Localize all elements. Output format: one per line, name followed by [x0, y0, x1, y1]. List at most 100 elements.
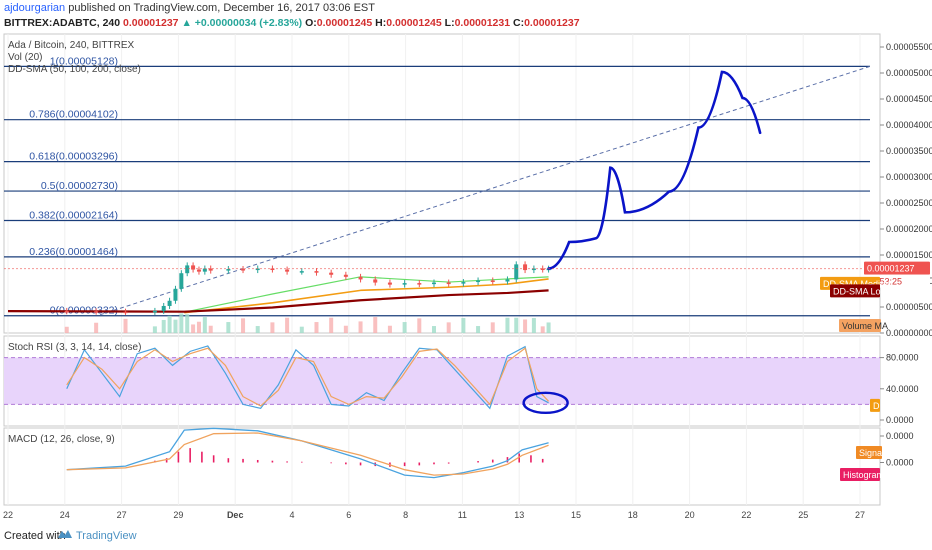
volume-bar [173, 319, 178, 333]
volume-bar [505, 317, 510, 333]
candle-body[interactable] [255, 268, 260, 271]
macd-line[interactable] [66, 427, 549, 479]
candle-body[interactable] [208, 268, 213, 271]
candle-body[interactable] [387, 282, 392, 285]
candle-body[interactable] [152, 310, 157, 313]
sma-long-line[interactable] [7, 289, 549, 313]
fib-level-label: 0.5(0.00002730) [41, 180, 118, 192]
symbol-name: BITTREX:ADABTC, 240 [4, 17, 121, 29]
tradingview-logo-icon[interactable] [57, 528, 73, 540]
candle-body[interactable] [446, 282, 451, 285]
candle-body[interactable] [94, 311, 99, 313]
main-pane[interactable] [3, 33, 881, 334]
candle-body[interactable] [402, 283, 407, 285]
signal-tag [856, 446, 882, 459]
candle-body[interactable] [167, 300, 172, 306]
drawn-circle[interactable] [522, 391, 569, 415]
sma-long-tag-text: DD-SMA Long [833, 286, 891, 296]
created-with-label: Created with [4, 530, 66, 542]
volume-bar [373, 317, 378, 333]
price-axis-label: 0.00004000 [886, 120, 932, 130]
candle-body[interactable] [179, 273, 184, 289]
main-legend-line: DD-SMA (50, 100, 200, close) [8, 64, 141, 75]
time-axis-label: 15 [571, 510, 581, 520]
candle-body[interactable] [373, 279, 378, 283]
volume-ma-tag [839, 319, 881, 332]
time-axis-label: Dec [227, 510, 244, 520]
candle-body[interactable] [270, 268, 275, 271]
sma-medium-line[interactable] [184, 278, 549, 314]
time-axis-label: 13 [514, 510, 524, 520]
volume-bar [208, 325, 213, 333]
time-axis-label: 6 [346, 510, 351, 520]
stoch-d-line[interactable] [66, 347, 550, 407]
candle-body[interactable] [191, 265, 196, 270]
candle-body[interactable] [314, 271, 319, 273]
candle-body[interactable] [531, 268, 536, 271]
candle-body[interactable] [343, 274, 348, 277]
candle-body[interactable] [461, 282, 466, 284]
candle-body[interactable] [226, 269, 231, 271]
price-axis-label: 0.00003500 [886, 146, 932, 156]
tradingview-brand[interactable]: TradingView [76, 530, 137, 542]
macd-axis-label: 0.0000 [886, 431, 914, 441]
macd-pane[interactable] [3, 427, 881, 506]
last-price-tag [864, 261, 930, 275]
candle-body[interactable] [299, 271, 304, 273]
fib-level-label: 0.236(0.00001464) [29, 246, 118, 258]
candle-body[interactable] [523, 264, 528, 271]
time-axis-label: 18 [628, 510, 638, 520]
candle-body[interactable] [514, 264, 519, 280]
fib-level-label: 0.382(0.00002164) [29, 209, 118, 221]
candle-body[interactable] [490, 280, 495, 282]
stoch-k-line[interactable] [66, 345, 549, 410]
time-axis-label: 29 [173, 510, 183, 520]
high-value: 0.00001245 [386, 17, 442, 29]
author-link[interactable]: ajdourgarian [4, 2, 66, 14]
candle-body[interactable] [358, 276, 363, 280]
macd-axis-label: 0.0000 [886, 458, 914, 468]
candle-body[interactable] [196, 269, 201, 272]
candle-body[interactable] [173, 288, 178, 301]
volume-bar [329, 317, 334, 333]
candle-body[interactable] [185, 265, 190, 274]
price-axis-label: 0.00000000 [886, 328, 932, 338]
candle-body[interactable] [476, 280, 481, 283]
rsi-axis-label: 80.0000 [886, 353, 919, 363]
candle-body[interactable] [285, 269, 290, 272]
chart-svg[interactable]: 1(0.00005128) 0.786(0.00004102) 0.618(0.00… [0, 0, 932, 522]
macd-legend: MACD (12, 26, close, 9) [8, 434, 115, 445]
publish-info: published on TradingView.com, December 1… [65, 2, 375, 14]
main-legend-line: Ada / Bitcoin, 240, BITTREX [8, 40, 134, 51]
projection-drawing[interactable] [547, 70, 762, 270]
candle-body[interactable] [202, 268, 207, 272]
candle-body[interactable] [161, 305, 166, 311]
signal-line[interactable] [66, 432, 549, 476]
candle-body[interactable] [241, 269, 246, 271]
candle-body[interactable] [432, 282, 436, 285]
volume-bar [490, 322, 495, 333]
volume-bar [476, 326, 481, 333]
volume-bar [299, 326, 304, 333]
volume-bar [314, 322, 319, 333]
volume-bar [546, 322, 551, 333]
candle-body[interactable] [329, 272, 334, 275]
candle-body[interactable] [123, 311, 128, 314]
candle-body[interactable] [417, 283, 422, 285]
volume-bar [446, 322, 451, 333]
volume-bar [185, 314, 190, 333]
candle-body[interactable] [540, 268, 545, 271]
sma-long-tag [830, 284, 880, 298]
volume-bar [285, 317, 290, 333]
price-axis-label: 0.00002500 [886, 198, 932, 208]
volume-bar [196, 321, 201, 333]
volume-bar [417, 318, 422, 333]
signal-tag-text: Signal [859, 448, 884, 458]
candle-body[interactable] [64, 310, 69, 313]
volume-bar [202, 317, 207, 333]
open-label: O: [305, 17, 317, 29]
rsi-axis-label: 0.0000 [886, 415, 914, 425]
candle-body[interactable] [505, 279, 510, 282]
main-legend-line: Vol (20) [8, 52, 42, 63]
volume-bar [523, 319, 528, 333]
